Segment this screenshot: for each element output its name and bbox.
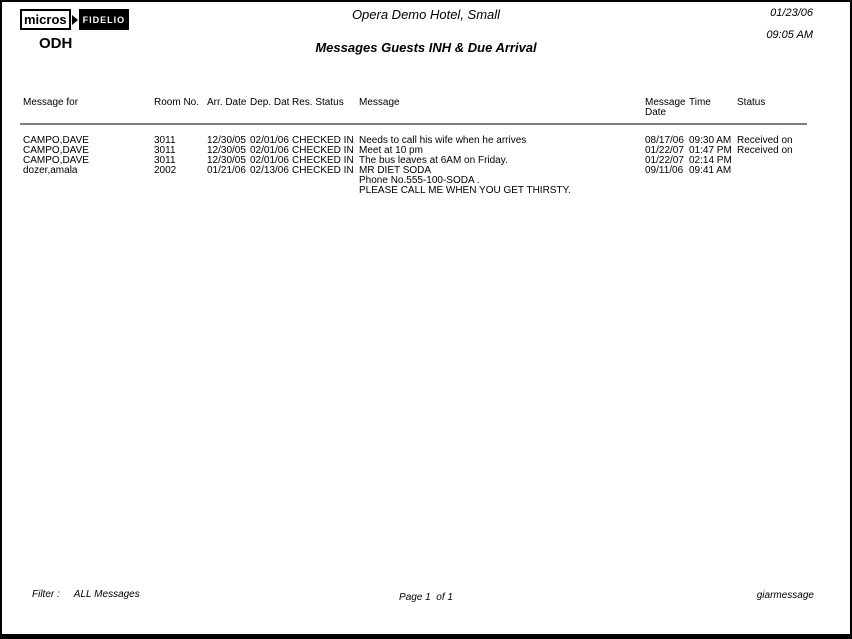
report-title: Messages Guests INH & Due Arrival [315,40,537,55]
cell-room_no: 3011 [154,135,176,146]
cell-message_for: dozer,amala [23,165,78,176]
cell-dep_date: 02/13/06 [250,165,289,176]
column-header-message_date: Message Date [645,98,689,125]
table-row: CAMPO,DAVE 3011 12/30/05 02/01/06 CHECKED IN… [20,124,807,146]
cell-res_status: CHECKED IN [292,135,354,146]
property-code: ODH [39,35,73,52]
cell-room_no: 2002 [154,165,177,176]
column-header-message: Message [359,98,645,125]
cell-message_date: 09/11/06 [645,165,684,176]
filter-label: Filter : [32,589,60,600]
filter-value: ALL Messages [73,589,140,600]
cell-room_no: 3011 [154,145,176,156]
cell-res_status: CHECKED IN [292,145,354,156]
cell-message: The bus leaves at 6AM on Friday. [359,156,645,166]
column-header-res_status: Res. Status [292,98,359,125]
cell-message: Meet at 10 pm [359,146,645,156]
column-header-room_no: Room No. [154,98,207,125]
filter-line: Filter : ALL Messages [32,589,140,600]
cell-room_no: 3011 [154,155,176,166]
fidelio-logo-text: FIDELIO [78,9,130,30]
column-header-status: Status [737,98,807,125]
cell-dep_date: 02/01/06 [250,155,289,166]
cell-arr_date: 01/21/06 [207,165,246,176]
micros-logo-text: micros [20,9,71,30]
messages-table-container: Message for Room No. Arr. Date Dep. Dat Res.… [20,98,807,196]
messages-table: Message for Room No. Arr. Date Dep. Dat Res.… [20,98,807,196]
message-line: Needs to call his wife when he arrives [359,135,527,146]
page-number: Page 1 of 1 [399,592,453,603]
cell-time: 09:41 AM [689,165,732,176]
message-line: The bus leaves at 6AM on Friday. [359,155,508,166]
cell-message: MR DIET SODA Phone No.555-100-SODA . PLEAS… [359,166,645,196]
print-date: 01/23/06 [770,7,813,19]
cell-arr_date: 12/30/05 [207,155,246,166]
report-id: giarmessage [756,590,814,601]
message-line: MR DIET SODA [359,165,432,176]
cell-message: Needs to call his wife when he arrives [359,124,645,146]
message-line: PLEASE CALL ME WHEN YOU GET THIRSTY. [359,185,571,196]
hotel-name: Opera Demo Hotel, Small [351,7,501,22]
cell-message_for: CAMPO,DAVE [23,155,89,166]
table-row: CAMPO,DAVE 3011 12/30/05 02/01/06 CHECKED IN… [20,156,807,166]
cell-message_date: 08/17/06 [645,135,684,146]
cell-time: 09:30 AM [689,135,732,146]
column-header-message_for: Message for [20,98,154,125]
cell-arr_date: 12/30/05 [207,135,246,146]
cell-status: Received on [737,145,793,156]
table-row: dozer,amala 2002 01/21/06 02/13/06 CHECKED I… [20,166,807,196]
table-header-row: Message for Room No. Arr. Date Dep. Dat Res.… [20,98,807,125]
column-header-arr_date: Arr. Date [207,98,250,125]
cell-dep_date: 02/01/06 [250,145,289,156]
message-line: Phone No.555-100-SODA . [359,175,480,186]
cell-time: 01:47 PM [689,145,732,156]
logo-arrow-icon [70,9,79,30]
messages-table-body: CAMPO,DAVE 3011 12/30/05 02/01/06 CHECKED IN… [20,124,807,196]
cell-status: Received on [737,135,793,146]
table-row: CAMPO,DAVE 3011 12/30/05 02/01/06 CHECKED IN… [20,146,807,156]
cell-status [737,156,807,166]
cell-message_for: CAMPO,DAVE [23,135,89,146]
message-line: Meet at 10 pm [359,145,423,156]
cell-status [737,166,807,196]
cell-dep_date: 02/01/06 [250,135,289,146]
cell-message_for: CAMPO,DAVE [23,145,89,156]
cell-res_status: CHECKED IN [292,155,354,166]
cell-res_status: CHECKED IN [292,165,354,176]
print-time: 09:05 AM [766,29,813,41]
column-header-time: Time [689,98,737,125]
cell-message_date: 01/22/07 [645,145,684,156]
column-header-dep_date: Dep. Dat [250,98,292,125]
micros-fidelio-logo: micros FIDELIO [20,9,130,30]
cell-message_date: 01/22/07 [645,155,684,166]
cell-arr_date: 12/30/05 [207,145,246,156]
cell-time: 02:14 PM [689,155,732,166]
